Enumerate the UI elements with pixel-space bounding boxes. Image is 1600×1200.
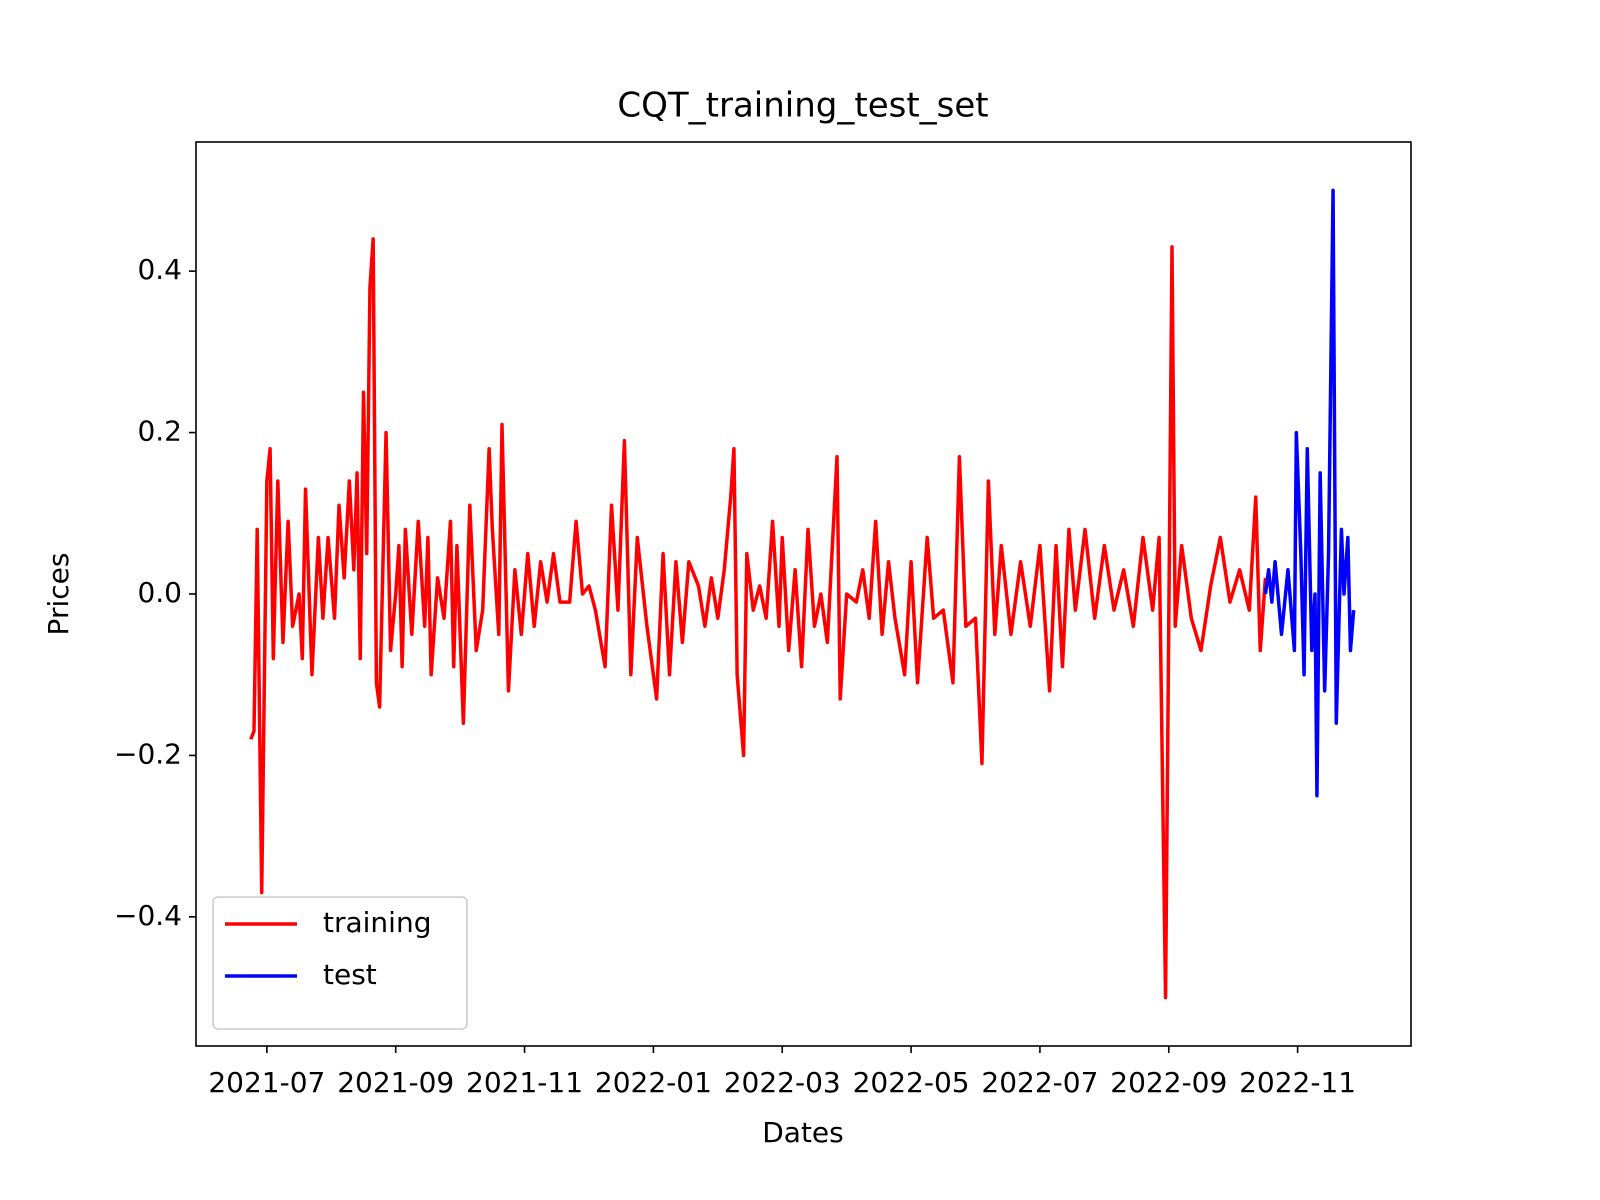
x-axis-label: Dates (762, 1116, 844, 1149)
legend-label: test (323, 958, 377, 991)
chart-title: CQT_training_test_set (617, 86, 988, 126)
legend-box (212, 896, 468, 1030)
x-tick-label: 2022-05 (853, 1066, 970, 1099)
x-tick-label: 2022-11 (1239, 1066, 1356, 1099)
plot-frame (195, 141, 1412, 1047)
data-line (249, 237, 1268, 1000)
y-tick-label: −0.4 (114, 899, 182, 932)
x-tick-label: 2022-03 (724, 1066, 841, 1099)
data-line (1263, 188, 1356, 798)
y-tick-label: 0.4 (137, 253, 182, 286)
x-tick-label: 2021-07 (208, 1066, 325, 1099)
x-tick-label: 2022-09 (1110, 1066, 1227, 1099)
x-tick-label: 2022-07 (981, 1066, 1098, 1099)
y-tick-label: 0.2 (137, 415, 182, 448)
x-tick-label: 2021-11 (466, 1066, 583, 1099)
y-tick-label: −0.2 (114, 737, 182, 770)
y-tick-label: 0.0 (137, 576, 182, 609)
x-tick-label: 2021-09 (337, 1066, 454, 1099)
legend-label: training (323, 906, 431, 939)
y-axis-label: Prices (42, 553, 75, 636)
x-tick-label: 2022-01 (595, 1066, 712, 1099)
